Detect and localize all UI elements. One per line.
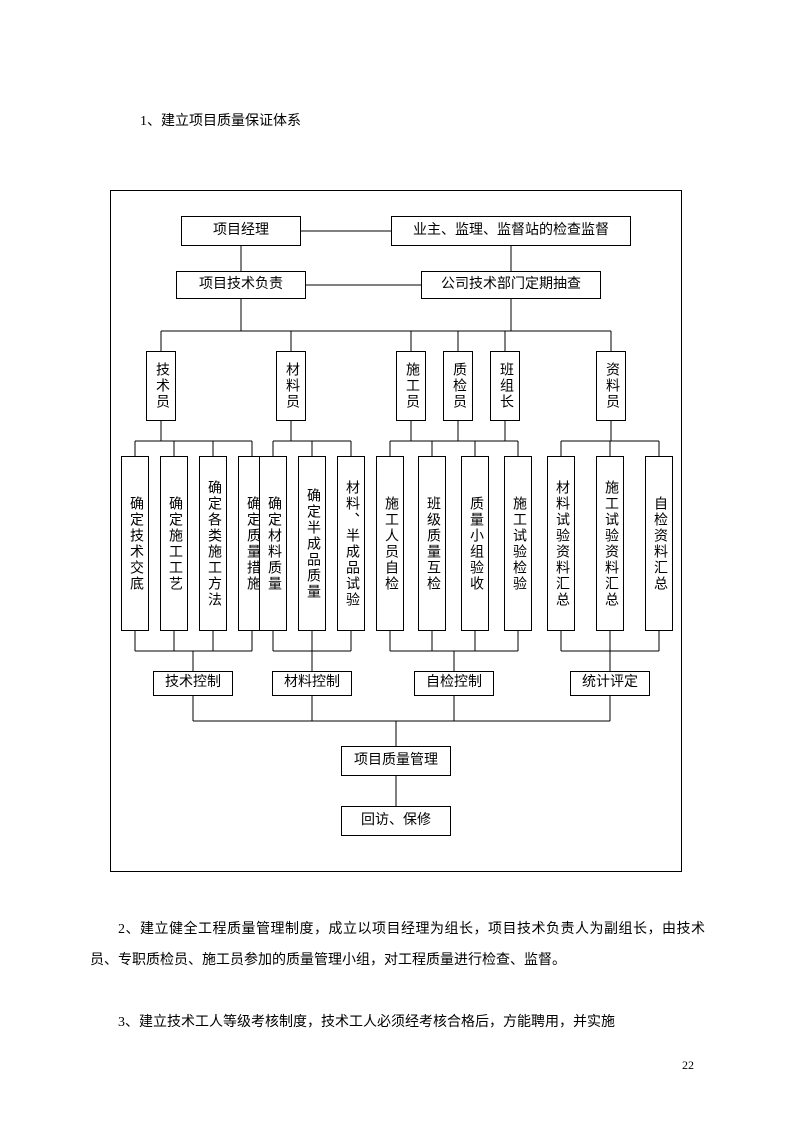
node-role-material: 材料员 — [276, 351, 306, 421]
page-number: 22 — [682, 1058, 694, 1073]
leaf-12: 材料试验资料汇总 — [547, 456, 575, 631]
node-role-tech: 技术员 — [146, 351, 176, 421]
leaf-9: 班级质量互检 — [418, 456, 446, 631]
leaf-2: 确定施工工艺 — [160, 456, 188, 631]
paragraph-2: 2、建立健全工程质量管理制度，成立以项目经理为组长，项目技术负责人为副组长，由技… — [90, 915, 705, 977]
leaf-11: 施工试验检验 — [504, 456, 532, 631]
node-revisit: 回访、保修 — [341, 806, 451, 836]
leaf-3: 确定各类施工方法 — [199, 456, 227, 631]
leaf-8: 施工人员自检 — [376, 456, 404, 631]
node-ctrl-tech: 技术控制 — [153, 671, 233, 696]
leaf-13: 施工试验资料汇总 — [596, 456, 624, 631]
leaf-6: 确定半成品质量 — [298, 456, 326, 631]
node-tech-lead: 项目技术负责 — [176, 271, 306, 299]
node-company-check: 公司技术部门定期抽查 — [421, 271, 601, 299]
node-role-team-lead: 班组长 — [490, 351, 520, 421]
leaf-14: 自检资料汇总 — [645, 456, 673, 631]
node-owner-supervision: 业主、监理、监督站的检查监督 — [391, 216, 631, 246]
section-heading: 1、建立项目质量保证体系 — [140, 110, 301, 130]
node-ctrl-material: 材料控制 — [272, 671, 352, 696]
node-quality-management: 项目质量管理 — [341, 746, 451, 776]
leaf-10: 质量小组验收 — [461, 456, 489, 631]
leaf-1: 确定技术交底 — [121, 456, 149, 631]
page: 1、建立项目质量保证体系 — [0, 0, 794, 1123]
node-ctrl-selfcheck: 自检控制 — [414, 671, 494, 696]
node-role-construction: 施工员 — [396, 351, 426, 421]
leaf-7: 材料、半成品试验 — [337, 456, 365, 631]
leaf-5: 确定材料质量 — [259, 456, 287, 631]
node-project-manager: 项目经理 — [181, 216, 301, 246]
node-role-qc: 质检员 — [443, 351, 473, 421]
paragraph-3: 3、建立技术工人等级考核制度，技术工人必须经考核合格后，方能聘用，并实施 — [90, 1008, 705, 1039]
node-ctrl-stat: 统计评定 — [570, 671, 650, 696]
node-role-document: 资料员 — [596, 351, 626, 421]
flowchart-container: 项目经理 业主、监理、监督站的检查监督 项目技术负责 公司技术部门定期抽查 技术… — [110, 190, 682, 872]
